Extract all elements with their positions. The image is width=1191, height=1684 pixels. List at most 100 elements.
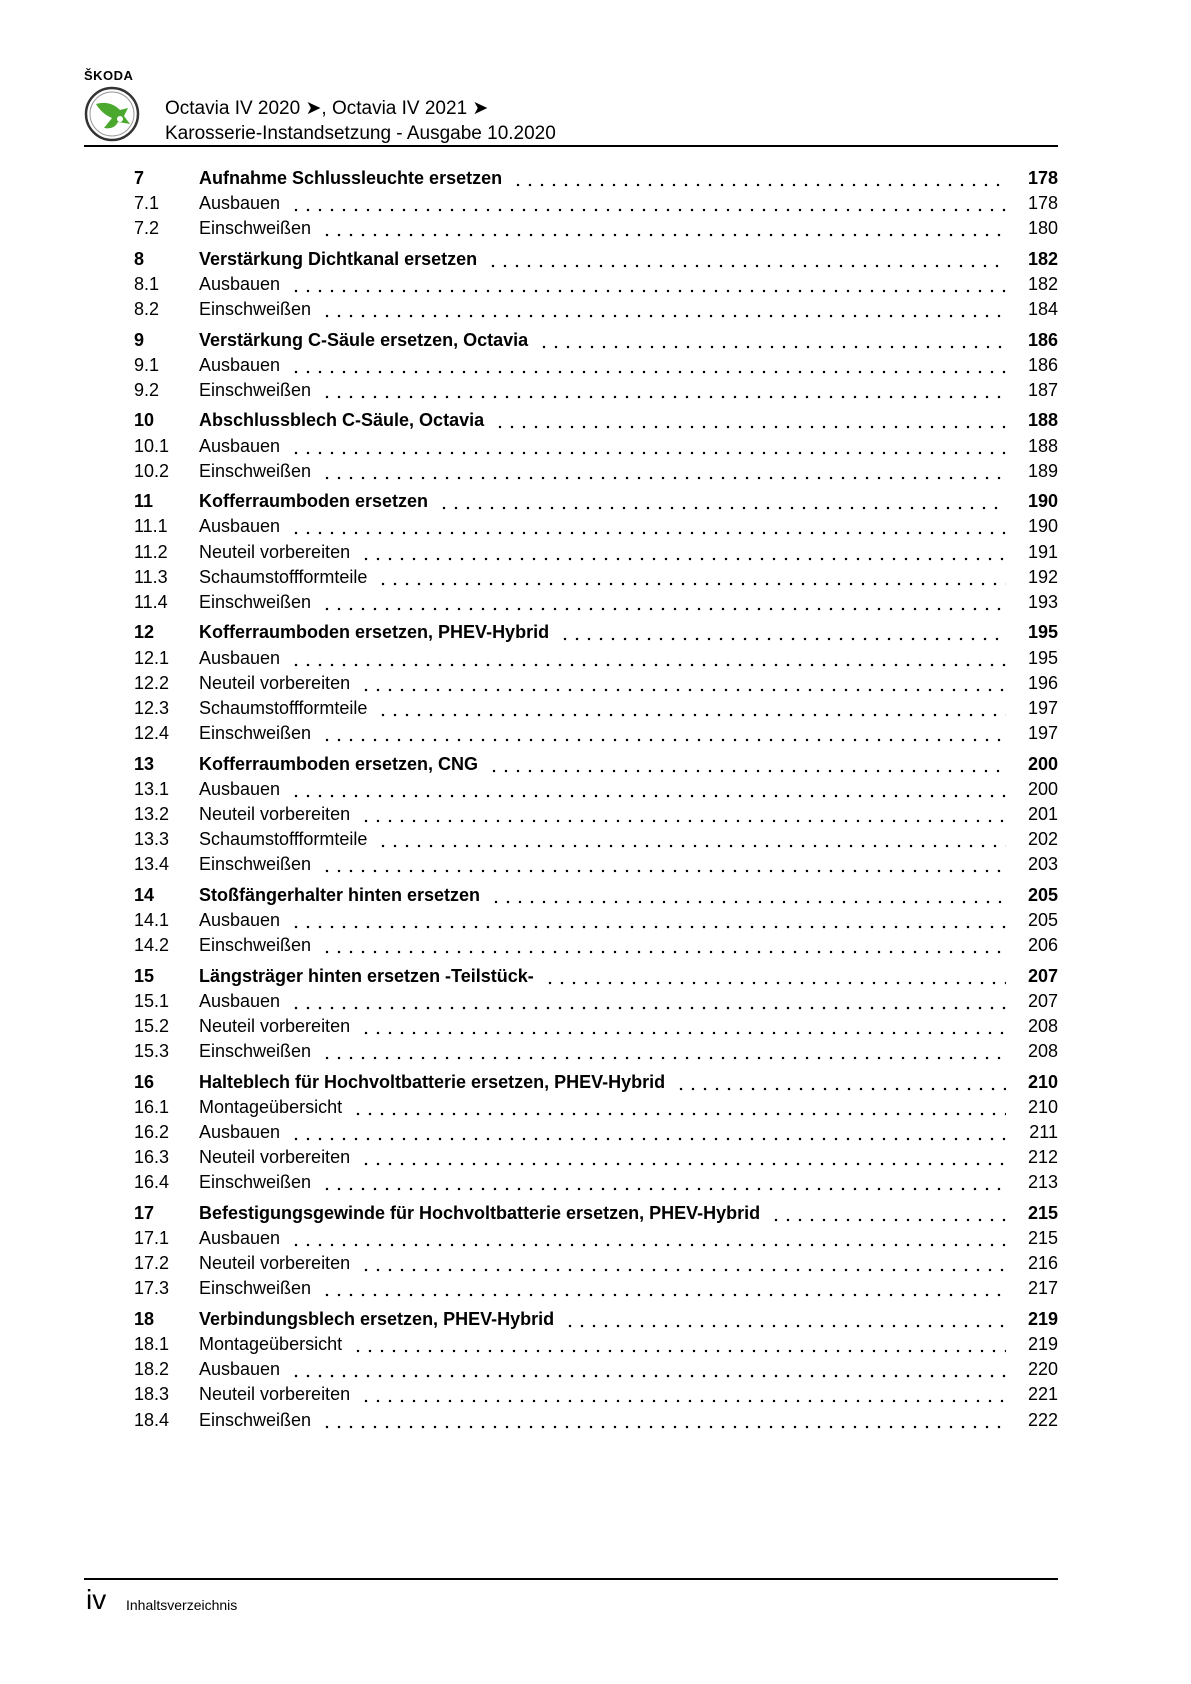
toc-section-entry[interactable]: 8.1 Ausbauen 182 [134, 274, 1058, 298]
dot-leader [290, 359, 1006, 374]
dot-leader [360, 1021, 1006, 1035]
entry-page: 186 [1027, 329, 1058, 350]
toc-chapter-entry[interactable]: 7 Aufnahme Schlussleuchte ersetzen 178 [134, 168, 1058, 192]
entry-title: Einschweißen [199, 218, 312, 239]
entry-title: Einschweißen [199, 1278, 312, 1299]
toc-section-entry[interactable]: 18.1 Montageübersicht 219 [134, 1334, 1058, 1358]
toc-section-entry[interactable]: 16.1 Montageübersicht 210 [134, 1097, 1058, 1121]
toc-chapter-entry[interactable]: 11 Kofferraumboden ersetzen 190 [134, 491, 1058, 515]
entry-title: Einschweißen [199, 1409, 312, 1430]
entry-page: 215 [1027, 1228, 1058, 1248]
toc-section-entry[interactable]: 18.4 Einschweißen 222 [134, 1410, 1058, 1434]
dot-leader [290, 521, 1006, 536]
dot-leader [360, 1389, 1006, 1404]
entry-number: 10.1 [134, 435, 170, 456]
toc-section-entry[interactable]: 18.2 Ausbauen 220 [134, 1359, 1058, 1383]
toc-section-entry[interactable]: 9.2 Einschweißen 187 [134, 380, 1058, 404]
entry-title: Ausbauen [199, 1228, 281, 1248]
entry-title: Neuteil vorbereiten [199, 541, 351, 562]
entry-number: 18.1 [134, 1334, 170, 1354]
toc-section-entry[interactable]: 11.2 Neuteil vorbereiten 191 [134, 542, 1058, 566]
entry-title: Verbindungsblech ersetzen, PHEV-Hybrid [199, 1308, 555, 1329]
entry-number: 15.3 [134, 1041, 170, 1062]
toc-section-entry[interactable]: 13.2 Neuteil vorbereiten 201 [134, 804, 1058, 828]
entry-title: Einschweißen [199, 854, 312, 875]
toc-section-entry[interactable]: 7.2 Einschweißen 180 [134, 218, 1058, 242]
toc-section-entry[interactable]: 15.2 Neuteil vorbereiten 208 [134, 1016, 1058, 1040]
toc-section-entry[interactable]: 17.3 Einschweißen 217 [134, 1278, 1058, 1302]
entry-page: 189 [1027, 460, 1058, 481]
dot-leader [321, 1177, 1006, 1192]
entry-number: 7 [134, 168, 145, 188]
entry-page: 220 [1027, 1359, 1058, 1380]
entry-number: 17.1 [134, 1228, 170, 1248]
dot-leader [377, 834, 1006, 849]
toc-section-entry[interactable]: 7.1 Ausbauen 178 [134, 193, 1058, 217]
toc-section-entry[interactable]: 12.1 Ausbauen 195 [134, 648, 1058, 672]
toc-section-entry[interactable]: 12.4 Einschweißen 197 [134, 723, 1058, 747]
toc-chapter-entry[interactable]: 12 Kofferraumboden ersetzen, PHEV-Hybrid 1… [134, 622, 1058, 646]
entry-title: Ausbauen [199, 778, 281, 799]
entry-page: 206 [1027, 935, 1058, 956]
dot-leader [321, 304, 1006, 319]
entry-number: 15.1 [134, 990, 170, 1011]
entry-number: 11.1 [134, 516, 168, 537]
toc-chapter-entry[interactable]: 14 Stoßfängerhalter hinten ersetzen 205 [134, 885, 1058, 909]
entry-number: 18.4 [134, 1409, 170, 1430]
entry-page: 211 [1029, 1122, 1058, 1142]
toc-section-entry[interactable]: 13.1 Ausbauen 200 [134, 779, 1058, 803]
toc-section-entry[interactable]: 10.1 Ausbauen 188 [134, 436, 1058, 460]
toc-section-entry[interactable]: 13.3 Schaumstoffformteile 202 [134, 829, 1058, 853]
entry-title: Kofferraumboden ersetzen [199, 491, 429, 512]
entry-number: 14.2 [134, 935, 170, 956]
toc-chapter-entry[interactable]: 17 Befestigungsgewinde für Hochvoltbatter… [134, 1203, 1058, 1227]
entry-page: 188 [1027, 435, 1058, 456]
toc-section-entry[interactable]: 16.3 Neuteil vorbereiten 212 [134, 1147, 1058, 1171]
toc-chapter-entry[interactable]: 18 Verbindungsblech ersetzen, PHEV-Hybrid… [134, 1309, 1058, 1333]
toc-section-entry[interactable]: 13.4 Einschweißen 203 [134, 854, 1058, 878]
dot-leader [290, 915, 1006, 929]
entry-title: Einschweißen [199, 935, 312, 956]
entry-number: 18.2 [134, 1359, 170, 1380]
toc-chapter-entry[interactable]: 16 Halteblech für Hochvoltbatterie ersetz… [134, 1072, 1058, 1096]
toc-section-entry[interactable]: 12.3 Schaumstoffformteile 197 [134, 698, 1058, 722]
toc-section-entry[interactable]: 12.2 Neuteil vorbereiten 196 [134, 673, 1058, 697]
toc-section-entry[interactable]: 16.2 Ausbauen 211 [134, 1122, 1058, 1146]
toc-section-entry[interactable]: 17.1 Ausbauen 215 [134, 1228, 1058, 1252]
brand-wordmark: ŠKODA [84, 68, 134, 83]
toc-chapter-entry[interactable]: 13 Kofferraumboden ersetzen, CNG 200 [134, 754, 1058, 778]
toc-chapter-entry[interactable]: 10 Abschlussblech C-Säule, Octavia 188 [134, 410, 1058, 434]
toc-section-entry[interactable]: 15.1 Ausbauen 207 [134, 991, 1058, 1015]
toc-section-entry[interactable]: 9.1 Ausbauen 186 [134, 355, 1058, 379]
toc-section-entry[interactable]: 11.1 Ausbauen 190 [134, 516, 1058, 540]
entry-page: 205 [1027, 910, 1058, 930]
entry-number: 16.1 [134, 1096, 170, 1117]
toc-section-entry[interactable]: 14.1 Ausbauen 205 [134, 910, 1058, 934]
toc-section-entry[interactable]: 8.2 Einschweißen 184 [134, 299, 1058, 323]
toc-section-entry[interactable]: 11.4 Einschweißen 193 [134, 592, 1058, 616]
toc-section-entry[interactable]: 18.3 Neuteil vorbereiten 221 [134, 1384, 1058, 1408]
entry-number: 12.4 [134, 723, 170, 744]
entry-number: 11.3 [134, 566, 168, 587]
entry-number: 11 [134, 491, 154, 512]
entry-title: Einschweißen [199, 592, 312, 612]
toc-chapter-entry[interactable]: 8 Verstärkung Dichtkanal ersetzen 182 [134, 249, 1058, 273]
entry-page: 203 [1027, 854, 1058, 875]
entry-page: 197 [1027, 723, 1058, 744]
dot-leader [321, 728, 1006, 743]
toc-section-entry[interactable]: 11.3 Schaumstoffformteile 192 [134, 567, 1058, 591]
toc-section-entry[interactable]: 17.2 Neuteil vorbereiten 216 [134, 1253, 1058, 1277]
entry-number: 10.2 [134, 460, 170, 481]
toc-section-entry[interactable]: 16.4 Einschweißen 213 [134, 1172, 1058, 1196]
toc-chapter-entry[interactable]: 15 Längsträger hinten ersetzen -Teilstück… [134, 966, 1058, 990]
dot-leader [352, 1101, 1006, 1116]
entry-title: Ausbauen [199, 435, 281, 456]
dot-leader [538, 334, 1006, 349]
entry-page: 212 [1027, 1147, 1058, 1168]
toc-section-entry[interactable]: 15.3 Einschweißen 208 [134, 1041, 1058, 1065]
entry-title: Kofferraumboden ersetzen, CNG [199, 753, 479, 774]
toc-chapter-entry[interactable]: 9 Verstärkung C-Säule ersetzen, Octavia 18… [134, 330, 1058, 354]
toc-section-entry[interactable]: 10.2 Einschweißen 189 [134, 461, 1058, 485]
toc-section-entry[interactable]: 14.2 Einschweißen 206 [134, 935, 1058, 959]
dot-leader [321, 385, 1006, 399]
